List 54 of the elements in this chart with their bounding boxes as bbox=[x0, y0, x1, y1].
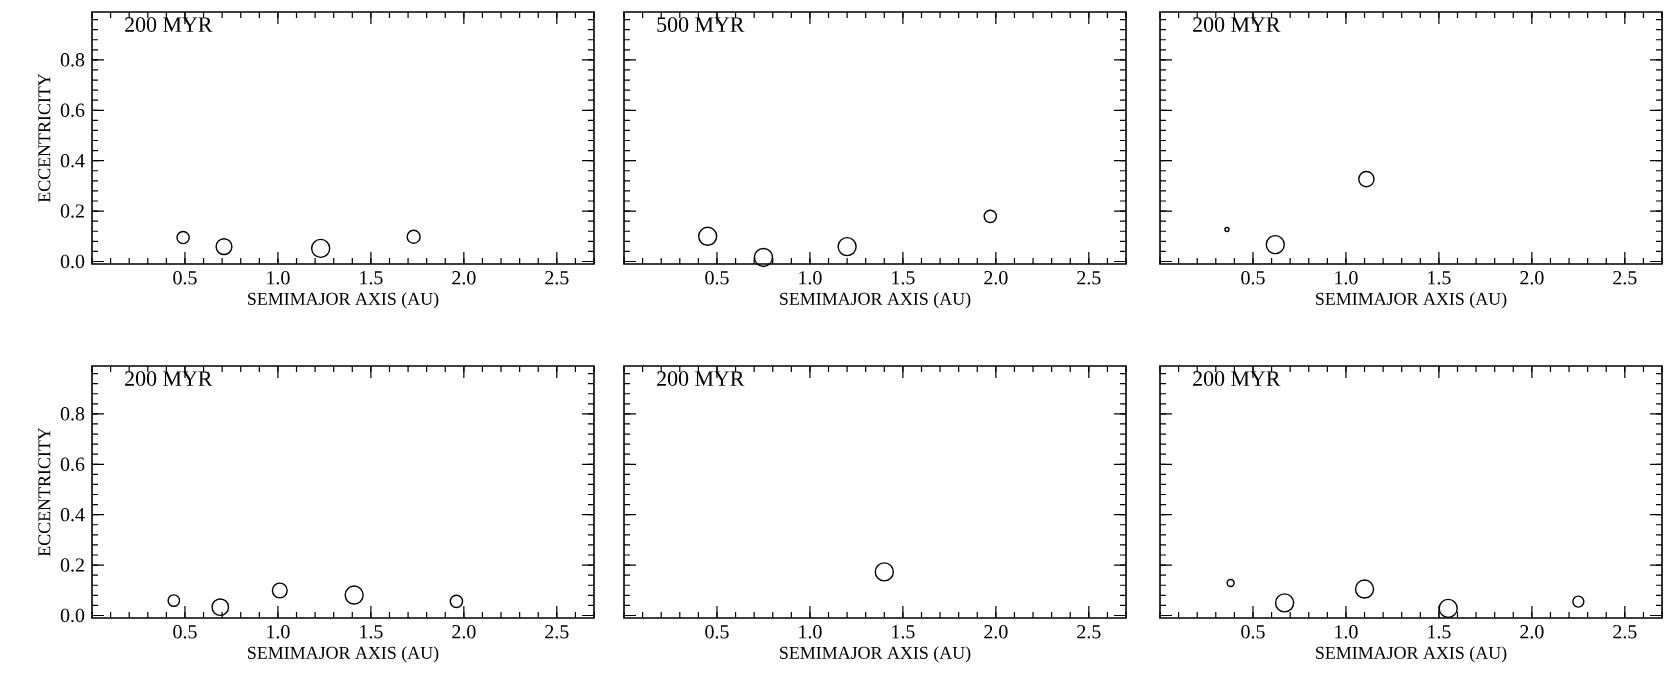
x-tick-label: 1.0 bbox=[1335, 271, 1358, 285]
x-tick-label: 2.5 bbox=[1077, 271, 1101, 285]
x-tick-label: 0.5 bbox=[173, 625, 197, 639]
x-axis-title: SEMIMAJOR AXIS (AU) bbox=[1316, 292, 1507, 309]
x-tick-label: 2.5 bbox=[1613, 625, 1637, 639]
x-axis-title: SEMIMAJOR AXIS (AU) bbox=[248, 292, 439, 309]
x-tick-label: 1.5 bbox=[1428, 271, 1451, 285]
y-tick-label: 0.8 bbox=[60, 53, 85, 67]
x-tick-label: 0.5 bbox=[1241, 271, 1265, 285]
x-tick-label: 2.0 bbox=[984, 625, 1008, 639]
x-tick-label: 1.0 bbox=[267, 625, 290, 639]
x-tick-label: 1.5 bbox=[892, 625, 915, 639]
x-tick-label: 0.5 bbox=[705, 625, 729, 639]
y-tick-label: 0.0 bbox=[60, 254, 85, 269]
x-tick-label: 1.0 bbox=[799, 271, 822, 285]
chart-title: 200 MYR bbox=[125, 17, 213, 32]
x-axis-title: SEMIMAJOR AXIS (AU) bbox=[1316, 646, 1507, 663]
y-tick-label: 0.8 bbox=[60, 407, 85, 421]
x-tick-label: 1.5 bbox=[1428, 625, 1451, 639]
y-tick-label: 0.0 bbox=[60, 608, 85, 623]
x-tick-label: 2.5 bbox=[1077, 625, 1101, 639]
x-tick-label: 2.0 bbox=[452, 625, 476, 639]
x-axis-title: SEMIMAJOR AXIS (AU) bbox=[248, 646, 439, 663]
x-tick-label: 2.0 bbox=[452, 271, 476, 285]
y-tick-label: 0.2 bbox=[60, 558, 84, 572]
x-tick-label: 2.5 bbox=[1613, 271, 1637, 285]
x-axis-title: SEMIMAJOR AXIS (AU) bbox=[780, 646, 971, 663]
chart-title: 200 MYR bbox=[1193, 17, 1281, 32]
chart-title: 200 MYR bbox=[657, 371, 745, 386]
chart-title: 500 MYR bbox=[657, 17, 745, 32]
x-tick-label: 2.0 bbox=[1520, 271, 1544, 285]
chart-title: 200 MYR bbox=[1193, 371, 1281, 386]
x-tick-label: 1.5 bbox=[892, 271, 915, 285]
x-tick-label: 0.5 bbox=[1241, 625, 1265, 639]
x-tick-label: 1.0 bbox=[799, 625, 822, 639]
x-tick-label: 1.5 bbox=[360, 625, 383, 639]
x-tick-label: 2.5 bbox=[545, 271, 569, 285]
y-tick-label: 0.6 bbox=[60, 457, 85, 472]
y-tick-label: 0.4 bbox=[60, 507, 85, 522]
y-tick-label: 0.4 bbox=[60, 153, 85, 168]
x-tick-label: 2.0 bbox=[1520, 625, 1544, 639]
y-axis-title: ECCENTRICITY bbox=[38, 427, 51, 557]
x-tick-label: 1.0 bbox=[267, 271, 290, 285]
x-tick-label: 1.0 bbox=[1335, 625, 1358, 639]
chart-title: 200 MYR bbox=[125, 371, 213, 386]
y-tick-label: 0.2 bbox=[60, 204, 84, 218]
x-axis-title: SEMIMAJOR AXIS (AU) bbox=[780, 292, 971, 309]
x-tick-label: 1.5 bbox=[360, 271, 383, 285]
x-tick-label: 0.5 bbox=[173, 271, 197, 285]
y-axis-title: ECCENTRICITY bbox=[38, 73, 51, 203]
x-tick-label: 2.5 bbox=[545, 625, 569, 639]
y-tick-label: 0.6 bbox=[60, 103, 85, 118]
x-tick-label: 0.5 bbox=[705, 271, 729, 285]
x-tick-label: 2.0 bbox=[984, 271, 1008, 285]
